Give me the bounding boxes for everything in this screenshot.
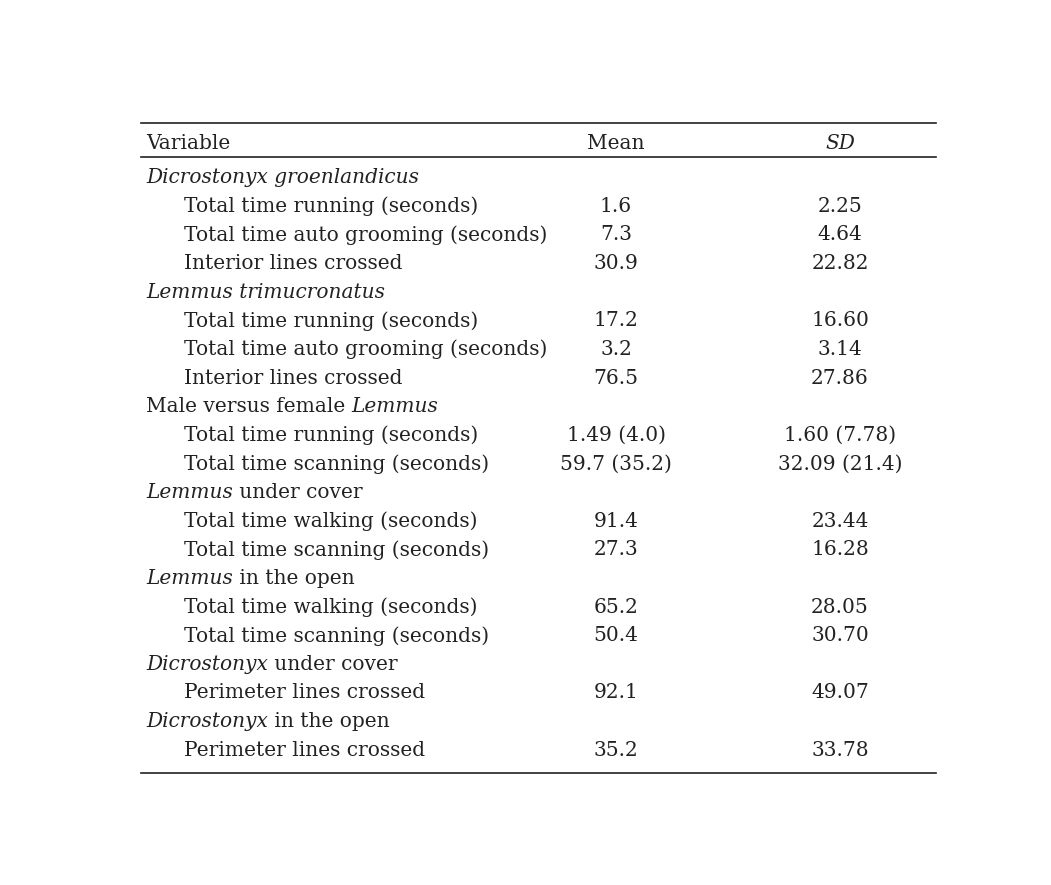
Text: in the open: in the open <box>233 569 354 588</box>
Text: 91.4: 91.4 <box>594 512 638 531</box>
Text: in the open: in the open <box>268 712 390 731</box>
Text: 16.28: 16.28 <box>811 541 869 559</box>
Text: Total time scanning (seconds): Total time scanning (seconds) <box>184 454 490 473</box>
Text: 2.25: 2.25 <box>818 196 863 216</box>
Text: Total time running (seconds): Total time running (seconds) <box>184 426 478 445</box>
Text: Lemmus: Lemmus <box>146 569 233 588</box>
Text: 92.1: 92.1 <box>594 683 638 703</box>
Text: Lemmus: Lemmus <box>352 397 438 416</box>
Text: 3.2: 3.2 <box>600 340 632 359</box>
Text: 1.49 (4.0): 1.49 (4.0) <box>566 426 665 445</box>
Text: Male versus female: Male versus female <box>146 397 352 416</box>
Text: Interior lines crossed: Interior lines crossed <box>184 254 403 273</box>
Text: Lemmus: Lemmus <box>146 483 233 502</box>
Text: 35.2: 35.2 <box>594 741 638 759</box>
Text: 32.09 (21.4): 32.09 (21.4) <box>778 455 902 473</box>
Text: under cover: under cover <box>268 655 397 673</box>
Text: 16.60: 16.60 <box>811 312 869 330</box>
Text: 33.78: 33.78 <box>811 741 869 759</box>
Text: Total time auto grooming (seconds): Total time auto grooming (seconds) <box>184 225 548 245</box>
Text: 49.07: 49.07 <box>811 683 869 703</box>
Text: Total time auto grooming (seconds): Total time auto grooming (seconds) <box>184 340 548 359</box>
Text: 76.5: 76.5 <box>594 368 639 388</box>
Text: 27.86: 27.86 <box>811 368 869 388</box>
Text: Total time scanning (seconds): Total time scanning (seconds) <box>184 626 490 645</box>
Text: under cover: under cover <box>233 483 363 502</box>
Text: Perimeter lines crossed: Perimeter lines crossed <box>184 683 426 703</box>
Text: Dicrostonyx: Dicrostonyx <box>146 712 268 731</box>
Text: Variable: Variable <box>146 135 230 153</box>
Text: Total time scanning (seconds): Total time scanning (seconds) <box>184 540 490 559</box>
Text: 30.70: 30.70 <box>811 627 869 645</box>
Text: Dicrostonyx groenlandicus: Dicrostonyx groenlandicus <box>146 168 419 188</box>
Text: 59.7 (35.2): 59.7 (35.2) <box>560 455 672 473</box>
Text: Total time running (seconds): Total time running (seconds) <box>184 311 478 331</box>
Text: SD: SD <box>825 135 854 153</box>
Text: 27.3: 27.3 <box>594 541 638 559</box>
Text: 50.4: 50.4 <box>594 627 638 645</box>
Text: 3.14: 3.14 <box>818 340 863 359</box>
Text: Total time walking (seconds): Total time walking (seconds) <box>184 597 478 617</box>
Text: 17.2: 17.2 <box>594 312 638 330</box>
Text: Total time running (seconds): Total time running (seconds) <box>184 196 478 216</box>
Text: Interior lines crossed: Interior lines crossed <box>184 368 403 388</box>
Text: 28.05: 28.05 <box>811 597 869 617</box>
Text: Lemmus trimucronatus: Lemmus trimucronatus <box>146 282 385 302</box>
Text: 1.6: 1.6 <box>600 196 632 216</box>
Text: 30.9: 30.9 <box>594 254 638 273</box>
Text: 1.60 (7.78): 1.60 (7.78) <box>784 426 897 445</box>
Text: 4.64: 4.64 <box>818 226 863 244</box>
Text: Dicrostonyx: Dicrostonyx <box>146 655 268 673</box>
Text: 22.82: 22.82 <box>811 254 869 273</box>
Text: Total time walking (seconds): Total time walking (seconds) <box>184 512 478 531</box>
Text: Mean: Mean <box>588 135 644 153</box>
Text: 7.3: 7.3 <box>600 226 632 244</box>
Text: 23.44: 23.44 <box>811 512 869 531</box>
Text: Perimeter lines crossed: Perimeter lines crossed <box>184 741 426 759</box>
Text: 65.2: 65.2 <box>594 597 638 617</box>
